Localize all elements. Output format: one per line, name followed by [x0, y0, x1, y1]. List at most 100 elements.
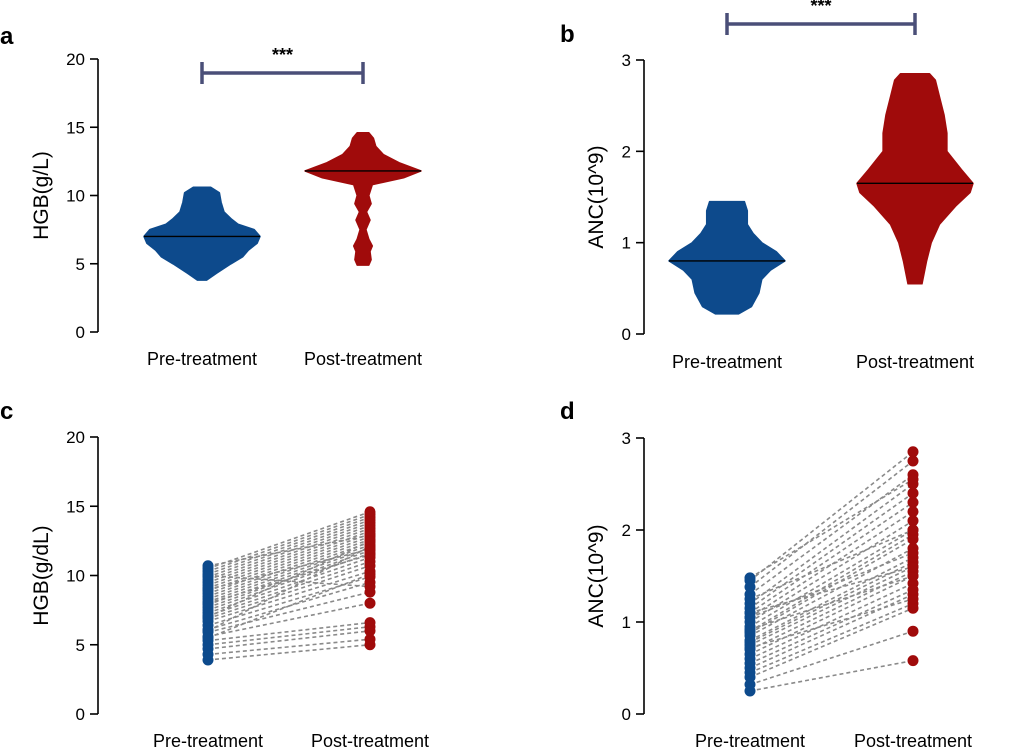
pair-line [207, 591, 371, 634]
point-post [907, 487, 919, 499]
pair-line [207, 535, 371, 595]
pair-line [749, 552, 914, 619]
violin-post [856, 72, 974, 285]
point-post [364, 543, 376, 555]
pair-line [749, 529, 914, 628]
pair-line [207, 630, 371, 650]
pair-line [749, 575, 914, 631]
pair-line [207, 513, 371, 573]
pair-line [749, 598, 914, 649]
pair-line [749, 520, 914, 623]
point-post [907, 655, 919, 667]
panel-letter: c [0, 398, 13, 425]
pair-line [749, 602, 914, 674]
pair-line [749, 478, 914, 579]
pair-line [749, 566, 914, 646]
x-category-label: Post-treatment [856, 352, 974, 372]
pair-line [207, 524, 371, 584]
x-category-label: Pre-treatment [153, 731, 263, 751]
point-post [907, 561, 919, 573]
point-post [907, 506, 919, 518]
pair-line [207, 540, 371, 618]
y-tick-label: 5 [76, 255, 85, 274]
point-post [364, 597, 376, 609]
y-tick-label: 15 [66, 497, 85, 516]
violin-pre [668, 200, 786, 315]
pair-line [749, 607, 914, 678]
point-post [907, 524, 919, 536]
panel-letter: b [560, 21, 575, 48]
pair-line [749, 501, 914, 614]
pair-line [749, 474, 914, 596]
pair-line [207, 541, 371, 600]
pair-line [207, 516, 371, 575]
pair-line [207, 544, 371, 603]
pair-line [749, 533, 914, 632]
point-pre [202, 570, 214, 581]
y-tick-label: 20 [66, 428, 85, 447]
y-tick-label: 0 [622, 325, 631, 344]
pair-line [207, 574, 371, 588]
pair-line [207, 573, 371, 639]
point-post [907, 446, 919, 458]
x-category-label: Pre-treatment [147, 349, 257, 369]
y-tick-label: 10 [66, 567, 85, 586]
violin-post [304, 131, 422, 266]
violin-pre [143, 186, 261, 281]
pair-line [749, 659, 914, 692]
panel-b: b 0 1 2 3 ANC(10^9) Pre-treatment Post-treatmen… [560, 0, 974, 372]
point-pre [744, 642, 756, 654]
pair-line [207, 565, 371, 620]
y-tick-label: 5 [76, 636, 85, 655]
y-tick-label: 3 [622, 429, 631, 448]
panel-a: a 0 5 10 15 20 HGB(g/L) Pre-treatment Post-treat… [0, 23, 422, 369]
y-tick-label: 1 [622, 234, 631, 253]
point-post [907, 584, 919, 596]
point-pre [744, 623, 756, 635]
pair-line [207, 530, 371, 589]
point-pre [744, 657, 756, 669]
point-pre [202, 611, 214, 623]
pair-line [749, 538, 914, 634]
y-tick-label: 0 [76, 323, 85, 342]
pair-line [207, 538, 371, 598]
panel-d: d 0 1 2 3 ANC(10^9) Pre-treatment Post-treatmen… [560, 398, 972, 751]
point-pre [744, 611, 756, 623]
y-tick-label: 1 [622, 613, 631, 632]
pair-line [749, 492, 914, 609]
x-category-label: Post-treatment [304, 349, 422, 369]
pair-line [749, 630, 914, 686]
y-axis-title: ANC(10^9) [585, 145, 608, 248]
point-post [907, 515, 919, 527]
point-post [907, 547, 919, 559]
x-category-label: Pre-treatment [672, 352, 782, 372]
y-tick-label: 0 [622, 705, 631, 724]
y-axis-title: HGB(g/L) [30, 151, 53, 240]
pair-line [207, 527, 371, 586]
point-post [364, 581, 376, 593]
pair-line [749, 593, 914, 669]
x-category-label: Pre-treatment [695, 731, 805, 751]
point-pre [202, 583, 214, 595]
pair-line [749, 561, 914, 643]
y-tick-label: 2 [622, 521, 631, 540]
panel-c: c 0 5 10 15 20 HGB(g/dL) Pre-treatment Post-trea… [0, 398, 429, 751]
pair-line [749, 575, 914, 655]
pair-line [207, 553, 371, 604]
pair-line [749, 589, 914, 665]
pair-line [207, 570, 371, 622]
y-axis-title: ANC(10^9) [585, 524, 608, 627]
significance-label: *** [272, 45, 293, 65]
pair-line [749, 556, 914, 642]
pair-line [207, 625, 371, 646]
pair-line [207, 643, 371, 661]
pair-line [749, 582, 914, 660]
point-post [364, 617, 376, 629]
pair-line [207, 519, 371, 578]
pair-line [207, 533, 371, 592]
pair-line [207, 522, 371, 581]
point-post [907, 570, 919, 582]
point-post [907, 593, 919, 605]
y-axis-title: HGB(g/dL) [30, 525, 53, 625]
